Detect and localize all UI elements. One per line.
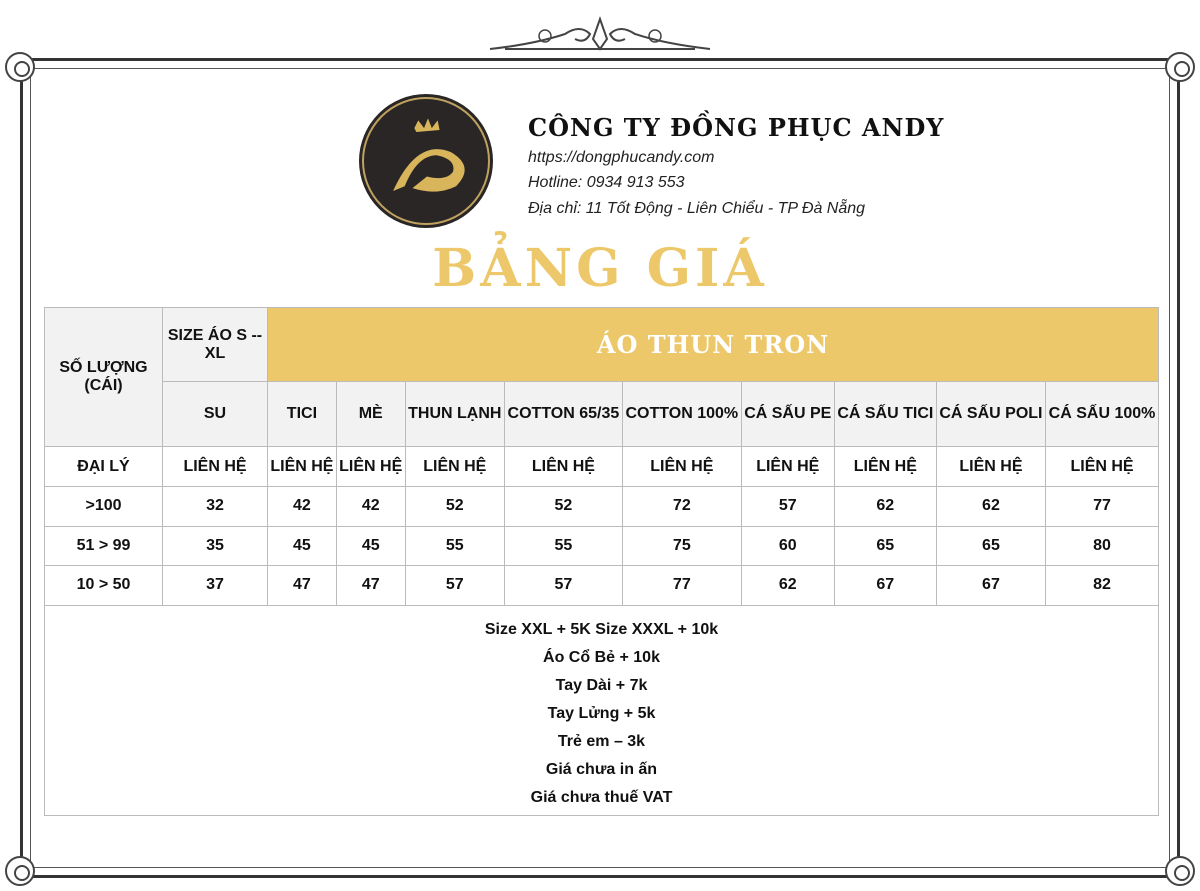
price-cell: 67 bbox=[833, 565, 937, 606]
notes-cell: Size XXL + 5K Size XXXL + 10k Áo Cổ Bẻ + … bbox=[44, 604, 1159, 816]
price-cell: 45 bbox=[267, 525, 337, 566]
price-cell: 45 bbox=[335, 525, 406, 566]
price-cell: 42 bbox=[335, 486, 406, 527]
note-line: Trẻ em – 3k bbox=[557, 732, 646, 750]
page-title: BẢNG GIÁ bbox=[432, 238, 768, 299]
price-cell: 65 bbox=[833, 525, 937, 566]
column-header: COTTON 100% bbox=[621, 381, 742, 447]
price-cell: LIÊN HỆ bbox=[833, 446, 937, 487]
column-header: TICI bbox=[267, 381, 337, 447]
note-line: Giá chưa thuế VAT bbox=[530, 788, 673, 806]
price-cell: 55 bbox=[503, 525, 623, 566]
size-header: SIZE ÁO S -- XL bbox=[162, 307, 268, 382]
price-cell: 62 bbox=[935, 486, 1047, 527]
corner-ornament bbox=[1165, 52, 1195, 82]
company-address: Địa chỉ: 11 Tốt Động - Liên Chiểu - TP Đ… bbox=[528, 200, 866, 217]
corner-ornament bbox=[5, 856, 35, 886]
price-cell: 82 bbox=[1045, 565, 1159, 606]
price-cell: LIÊN HỆ bbox=[740, 446, 835, 487]
price-cell: 47 bbox=[335, 565, 406, 606]
table-row: 51 > 99 35 45 45 55 55 75 60 65 65 80 bbox=[44, 525, 1159, 566]
price-cell: 77 bbox=[621, 565, 742, 606]
price-cell: 62 bbox=[740, 565, 835, 606]
column-header: CÁ SẤU 100% bbox=[1045, 381, 1159, 447]
price-cell: 57 bbox=[404, 565, 505, 606]
group-header: ÁO THUN TRON bbox=[267, 307, 1159, 382]
price-cell: 52 bbox=[404, 486, 505, 527]
company-name: CÔNG TY ĐỒNG PHỤC ANDY bbox=[528, 113, 945, 142]
note-line: Size XXL + 5K Size XXXL + 10k bbox=[484, 620, 719, 638]
price-cell: 80 bbox=[1045, 525, 1159, 566]
price-cell: 35 bbox=[162, 525, 268, 566]
column-header: CÁ SẤU TICI bbox=[833, 381, 937, 447]
price-cell: LIÊN HỆ bbox=[935, 446, 1047, 487]
price-cell: 52 bbox=[503, 486, 623, 527]
price-cell: 77 bbox=[1045, 486, 1159, 527]
price-cell: 42 bbox=[267, 486, 337, 527]
table-row: 10 > 50 37 47 47 57 57 77 62 67 67 82 bbox=[44, 565, 1159, 606]
column-header: CÁ SẤU PE bbox=[740, 381, 835, 447]
price-cell: 65 bbox=[935, 525, 1047, 566]
flourish-ornament bbox=[489, 15, 711, 51]
row-label: >100 bbox=[44, 486, 163, 527]
note-line: Tay Dài + 7k bbox=[555, 676, 648, 694]
page-border-inner bbox=[30, 68, 1170, 868]
price-cell: 60 bbox=[740, 525, 835, 566]
corner-ornament bbox=[1165, 856, 1195, 886]
price-cell: 72 bbox=[621, 486, 742, 527]
company-hotline: Hotline: 0934 913 553 bbox=[528, 174, 685, 191]
column-header: CÁ SẤU POLI bbox=[935, 381, 1047, 447]
price-cell: 57 bbox=[503, 565, 623, 606]
table-row: >100 32 42 42 52 52 72 57 62 62 77 bbox=[44, 486, 1159, 527]
price-cell: 37 bbox=[162, 565, 268, 606]
note-line: Giá chưa in ấn bbox=[545, 760, 658, 778]
company-website[interactable]: https://dongphucandy.com bbox=[528, 149, 715, 166]
price-cell: LIÊN HỆ bbox=[621, 446, 742, 487]
price-cell: LIÊN HỆ bbox=[404, 446, 505, 487]
column-header: THUN LẠNH bbox=[404, 381, 505, 447]
price-cell: LIÊN HỆ bbox=[267, 446, 337, 487]
price-cell: 57 bbox=[740, 486, 835, 527]
qty-header: SỐ LƯỢNG (CÁI) bbox=[44, 307, 163, 447]
company-logo bbox=[362, 97, 490, 225]
price-table: SỐ LƯỢNG (CÁI) SIZE ÁO S -- XL ÁO THUN T… bbox=[44, 307, 1159, 816]
price-cell: 32 bbox=[162, 486, 268, 527]
price-cell: LIÊN HỆ bbox=[1045, 446, 1159, 487]
column-header: SU bbox=[162, 381, 268, 447]
page-border bbox=[20, 58, 1180, 878]
price-cell: LIÊN HỆ bbox=[503, 446, 623, 487]
price-cell: 62 bbox=[833, 486, 937, 527]
price-cell: LIÊN HỆ bbox=[335, 446, 406, 487]
price-cell: 47 bbox=[267, 565, 337, 606]
row-label: 10 > 50 bbox=[44, 565, 163, 606]
column-header: MÈ bbox=[335, 381, 406, 447]
table-row: ĐẠI LÝ LIÊN HỆ LIÊN HỆ LIÊN HỆ LIÊN HỆ LIÊN H… bbox=[44, 446, 1159, 487]
price-cell: 75 bbox=[621, 525, 742, 566]
row-label: 51 > 99 bbox=[44, 525, 163, 566]
column-header: COTTON 65/35 bbox=[503, 381, 623, 447]
corner-ornament bbox=[5, 52, 35, 82]
price-cell: 67 bbox=[935, 565, 1047, 606]
price-cell: 55 bbox=[404, 525, 505, 566]
note-line: Áo Cổ Bẻ + 10k bbox=[543, 648, 660, 666]
row-label: ĐẠI LÝ bbox=[44, 446, 163, 487]
note-line: Tay Lửng + 5k bbox=[547, 704, 656, 722]
price-cell: LIÊN HỆ bbox=[162, 446, 268, 487]
